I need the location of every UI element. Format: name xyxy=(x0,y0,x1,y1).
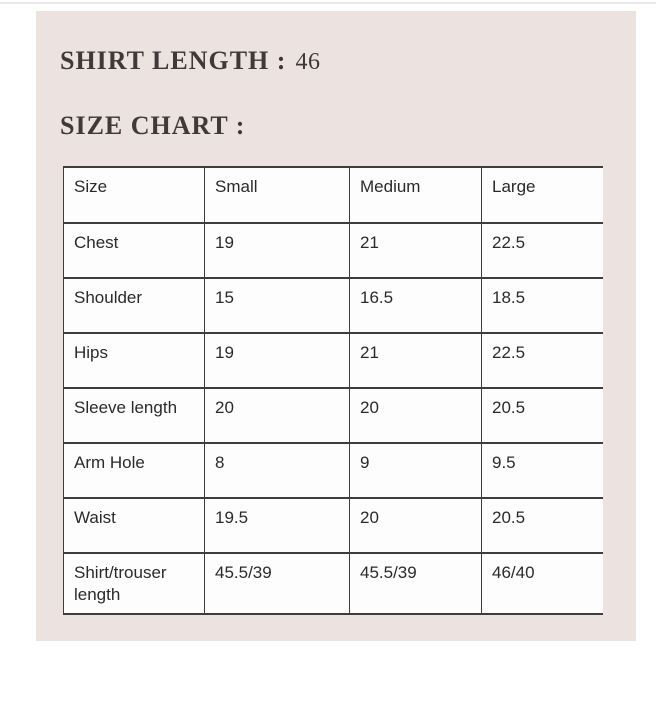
table-header-cell-size: Size xyxy=(63,166,205,224)
row-label-cell: Chest xyxy=(63,222,205,279)
row-label-cell: Arm Hole xyxy=(63,442,205,499)
table-cell: 20.5 xyxy=(481,387,603,444)
table-cell: 21 xyxy=(349,332,482,389)
table-row-hips: Hips 19 21 22.5 xyxy=(63,332,603,389)
shirt-length-heading: SHIRT LENGTH : 46 xyxy=(60,46,321,75)
size-chart-label: SIZE CHART : xyxy=(60,111,246,140)
table-cell: 9.5 xyxy=(481,442,603,499)
size-chart-heading: SIZE CHART : xyxy=(60,113,245,139)
table-cell: 21 xyxy=(349,222,482,279)
row-label-cell: Waist xyxy=(63,497,205,554)
table-cell: 19 xyxy=(204,332,350,389)
table-cell: 15 xyxy=(204,277,350,334)
table-cell: 19.5 xyxy=(204,497,350,554)
table-header-cell-large: Large xyxy=(481,166,603,224)
table-header-row: Size Small Medium Large xyxy=(63,166,603,224)
table-cell: 22.5 xyxy=(481,332,603,389)
table-header-cell-medium: Medium xyxy=(349,166,482,224)
table-cell: 46/40 xyxy=(481,552,603,615)
table-cell: 22.5 xyxy=(481,222,603,279)
table-cell: 45.5/39 xyxy=(349,552,482,615)
table-cell: 20 xyxy=(204,387,350,444)
row-label-cell: Hips xyxy=(63,332,205,389)
row-label-cell: Sleeve length xyxy=(63,387,205,444)
table-row-arm-hole: Arm Hole 8 9 9.5 xyxy=(63,442,603,499)
shirt-length-label: SHIRT LENGTH : xyxy=(60,46,287,75)
size-chart-table: Size Small Medium Large Chest 19 21 22.5… xyxy=(63,166,603,615)
shirt-length-value: 46 xyxy=(295,49,321,75)
table-cell: 20 xyxy=(349,497,482,554)
row-label-cell: Shoulder xyxy=(63,277,205,334)
table-row-shirt-trouser-length: Shirt/trouser length 45.5/39 45.5/39 46/… xyxy=(63,552,603,615)
row-label-cell: Shirt/trouser length xyxy=(63,552,205,615)
table-row-sleeve-length: Sleeve length 20 20 20.5 xyxy=(63,387,603,444)
table-header-cell-small: Small xyxy=(204,166,350,224)
table-row-shoulder: Shoulder 15 16.5 18.5 xyxy=(63,277,603,334)
size-chart-panel: SHIRT LENGTH : 46 SIZE CHART : Size Small… xyxy=(36,11,636,641)
table-cell: 45.5/39 xyxy=(204,552,350,615)
top-edge-line xyxy=(0,2,656,4)
table-cell: 19 xyxy=(204,222,350,279)
table-cell: 20.5 xyxy=(481,497,603,554)
table-cell: 16.5 xyxy=(349,277,482,334)
table-cell: 9 xyxy=(349,442,482,499)
table-row-waist: Waist 19.5 20 20.5 xyxy=(63,497,603,554)
table-cell: 18.5 xyxy=(481,277,603,334)
table-cell: 8 xyxy=(204,442,350,499)
table-row-chest: Chest 19 21 22.5 xyxy=(63,222,603,279)
table-cell: 20 xyxy=(349,387,482,444)
